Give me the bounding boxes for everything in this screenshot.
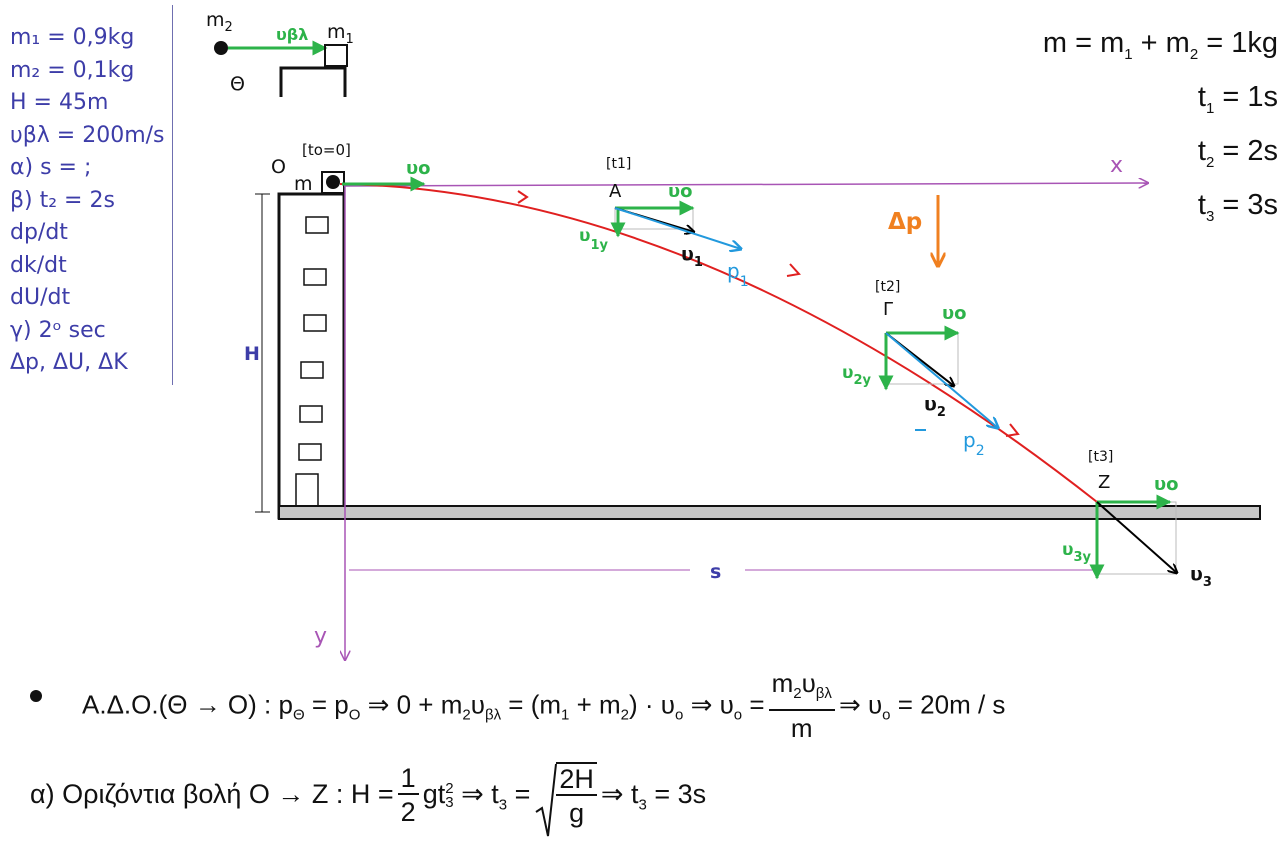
height-dimension [255, 193, 270, 513]
given-a: α) s = ; [10, 155, 92, 180]
t1-equation: t1 = 1s [1197, 81, 1278, 117]
svg-text:[t1]: [t1] [606, 156, 631, 172]
point-gamma: [t2] Γ υo υ2y υ2 p2 [842, 279, 998, 459]
given-h: H = 45m [10, 90, 109, 115]
svg-text:A: A [609, 181, 622, 202]
given-deltas: Δp, ΔU, ΔK [10, 350, 128, 375]
svg-text:υ2: υ2 [924, 393, 946, 420]
right-equations: m = m1 + m2 = 1kg t1 = 1s t2 = 2s t3 = 3… [1000, 22, 1278, 238]
given-m2: m₂ = 0,1kg [10, 57, 135, 83]
point-z: [t3] Z υo υ3y υ3 [1062, 449, 1212, 590]
ubl-label: υβλ [276, 25, 308, 44]
svg-text:υ3y: υ3y [1062, 540, 1092, 565]
s-label: s [710, 561, 721, 583]
trajectory-chevron-3 [1005, 423, 1020, 437]
theta-label: Θ [230, 73, 245, 95]
svg-text:[t3]: [t3] [1088, 449, 1113, 465]
v0-origin-label: υo [406, 158, 431, 179]
svg-text:υ2y: υ2y [842, 363, 872, 388]
mass-ball [326, 175, 340, 189]
h-label: H [244, 343, 260, 365]
mass-equation: m = m1 + m2 = 1kg [1042, 27, 1278, 63]
building [277, 171, 346, 520]
bullet [30, 690, 42, 702]
svg-text:υo: υo [1154, 474, 1179, 495]
given-dudt: dU/dt [10, 285, 71, 310]
trajectory-chevron-1 [517, 190, 529, 204]
given-dkdt: dk/dt [10, 252, 67, 278]
t0-label: [to=0] [302, 141, 351, 159]
given-dpdt: dp/dt [10, 220, 68, 245]
svg-text:p2: p2 [963, 428, 985, 459]
y-label: y [314, 624, 327, 649]
trajectory [339, 183, 1098, 503]
m2-ball [214, 41, 228, 55]
svg-text:υo: υo [942, 303, 967, 324]
momentum-conservation-equation: Α.Δ.Ο.(Θ → Ο) : pΘ = pΟ ⇒ 0 + m2υβλ = (m… [82, 668, 1006, 745]
x-label: x [1110, 153, 1123, 178]
given-b: β) t₂ = 2s [10, 187, 115, 213]
left-divider [172, 5, 173, 385]
delta-p-label: Δp [888, 209, 922, 235]
svg-text:υ1y: υ1y [579, 226, 609, 253]
collision-sketch: m2 υβλ m1 Θ [206, 9, 354, 97]
svg-text:υ3: υ3 [1190, 563, 1212, 590]
svg-text:[t2]: [t2] [875, 279, 900, 295]
svg-text:υo: υo [668, 181, 693, 202]
horizontal-projection-equation: α) Οριζόντια βολή Ο → Ζ : H = 1 2 gt 2 3 ⇒ t3… [30, 762, 706, 837]
given-ubl: υβλ = 200m/s [10, 122, 165, 148]
m1-block [324, 44, 348, 67]
given-m1: m₁ = 0,9kg [10, 25, 135, 50]
given-c: γ) 2ᵒ sec [10, 317, 106, 343]
t2-equation: t2 = 2s [1197, 135, 1278, 171]
given-data: m₁ = 0,9kg m₂ = 0,1kg H = 45m υβλ = 200m… [10, 22, 165, 380]
table-sketch [279, 66, 347, 97]
origin-label: O [271, 156, 286, 178]
svg-text:p1: p1 [727, 259, 749, 290]
sqrt-expression: 2H g [534, 762, 597, 837]
mass-label: m [294, 173, 313, 195]
x-axis [343, 183, 1148, 186]
m2-label: m2 [206, 9, 233, 35]
t3-equation: t3 = 3s [1197, 189, 1278, 225]
m1-label: m1 [327, 21, 354, 47]
v0-fraction: m2υβλ m [768, 668, 835, 745]
svg-text:Z: Z [1098, 472, 1110, 493]
svg-text:υ1: υ1 [681, 243, 703, 270]
point-a: [t1] A υo υ1y υ1 p1 [579, 156, 749, 290]
trajectory-chevron-2 [786, 263, 801, 277]
svg-text:Γ: Γ [883, 299, 893, 320]
ground [278, 505, 1261, 520]
